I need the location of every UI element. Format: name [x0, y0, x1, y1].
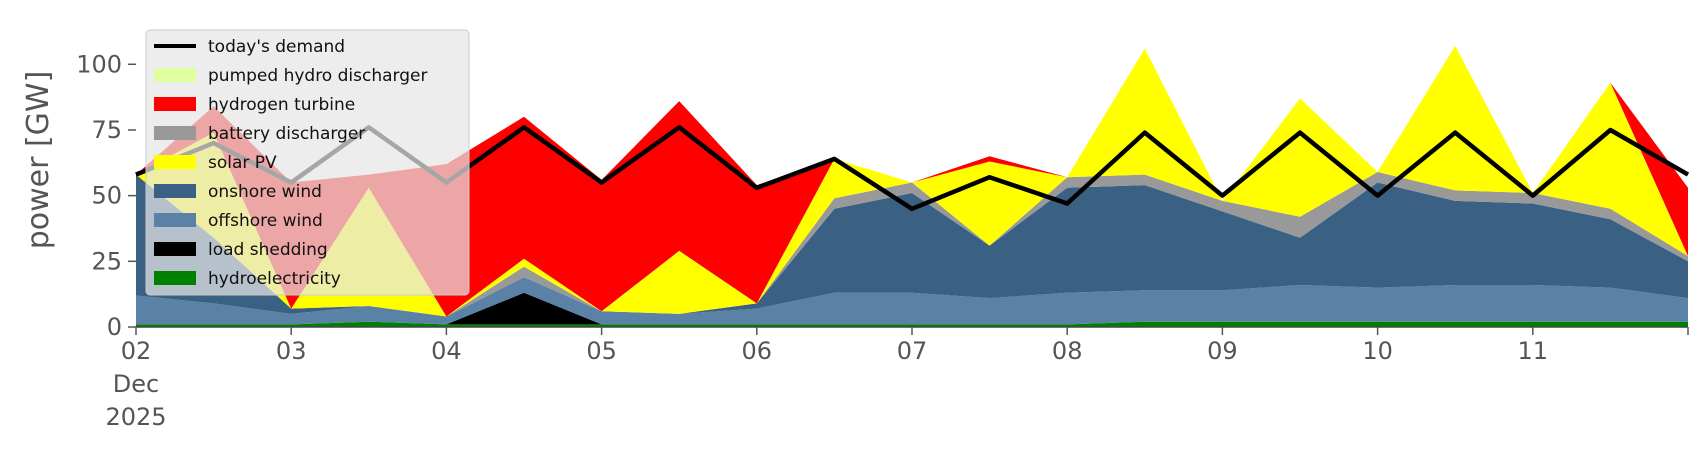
y-tick-label: 0: [107, 313, 122, 341]
x-tick-label: 04: [431, 337, 462, 365]
y-tick-label: 100: [76, 50, 122, 78]
y-axis-label: power [GW]: [21, 71, 56, 250]
legend: today's demand pumped hydro discharger hyd…: [145, 29, 470, 296]
legend-swatch: [154, 155, 196, 169]
axes: 0 25 50 75 100 02 Dec 2025 03 04 05 06 07 08 09 10 11: [76, 50, 1689, 431]
x-tick-label: 06: [742, 337, 773, 365]
legend-label: battery discharger: [208, 124, 365, 144]
x-tick-label: 05: [586, 337, 617, 365]
legend-label: hydrogen turbine: [208, 95, 355, 115]
legend-swatch: [154, 97, 196, 111]
legend-label: today's demand: [208, 37, 345, 57]
x-tick-label: 02: [121, 337, 152, 365]
stacked-areas: [136, 45, 1688, 327]
legend-swatch: [154, 213, 196, 227]
legend-swatch: [154, 271, 196, 285]
x-tick-label: 11: [1518, 337, 1549, 365]
legend-label: onshore wind: [208, 182, 322, 202]
legend-label: load shedding: [208, 240, 328, 260]
y-tick-label: 75: [91, 116, 122, 144]
area-solar-pv: [136, 45, 1688, 317]
area-load-shedding: [136, 292, 1688, 325]
area-offshore-wind: [136, 277, 1688, 325]
legend-label: solar PV: [208, 153, 277, 173]
x-tick-label: 08: [1052, 337, 1083, 365]
x-tick-label: 2025: [105, 403, 166, 431]
area-hydrogen-turbine: [136, 45, 1688, 317]
x-tick-label: 09: [1207, 337, 1238, 365]
legend-label: pumped hydro discharger: [208, 66, 427, 86]
x-tick-label: Dec: [113, 370, 159, 398]
legend-box: [145, 29, 470, 296]
legend-label: offshore wind: [208, 211, 323, 231]
legend-swatch: [154, 126, 196, 140]
legend-swatch: [154, 242, 196, 256]
legend-label: hydroelectricity: [208, 269, 341, 289]
legend-swatch: [154, 68, 196, 82]
x-tick-label: 07: [897, 337, 928, 365]
area-onshore-wind: [136, 174, 1688, 317]
x-tick-label: 10: [1362, 337, 1393, 365]
y-tick-label: 50: [91, 182, 122, 210]
x-tick-label: 03: [276, 337, 307, 365]
legend-swatch: [154, 184, 196, 198]
y-tick-label: 25: [91, 247, 122, 275]
area-hydroelectricity: [136, 321, 1688, 327]
